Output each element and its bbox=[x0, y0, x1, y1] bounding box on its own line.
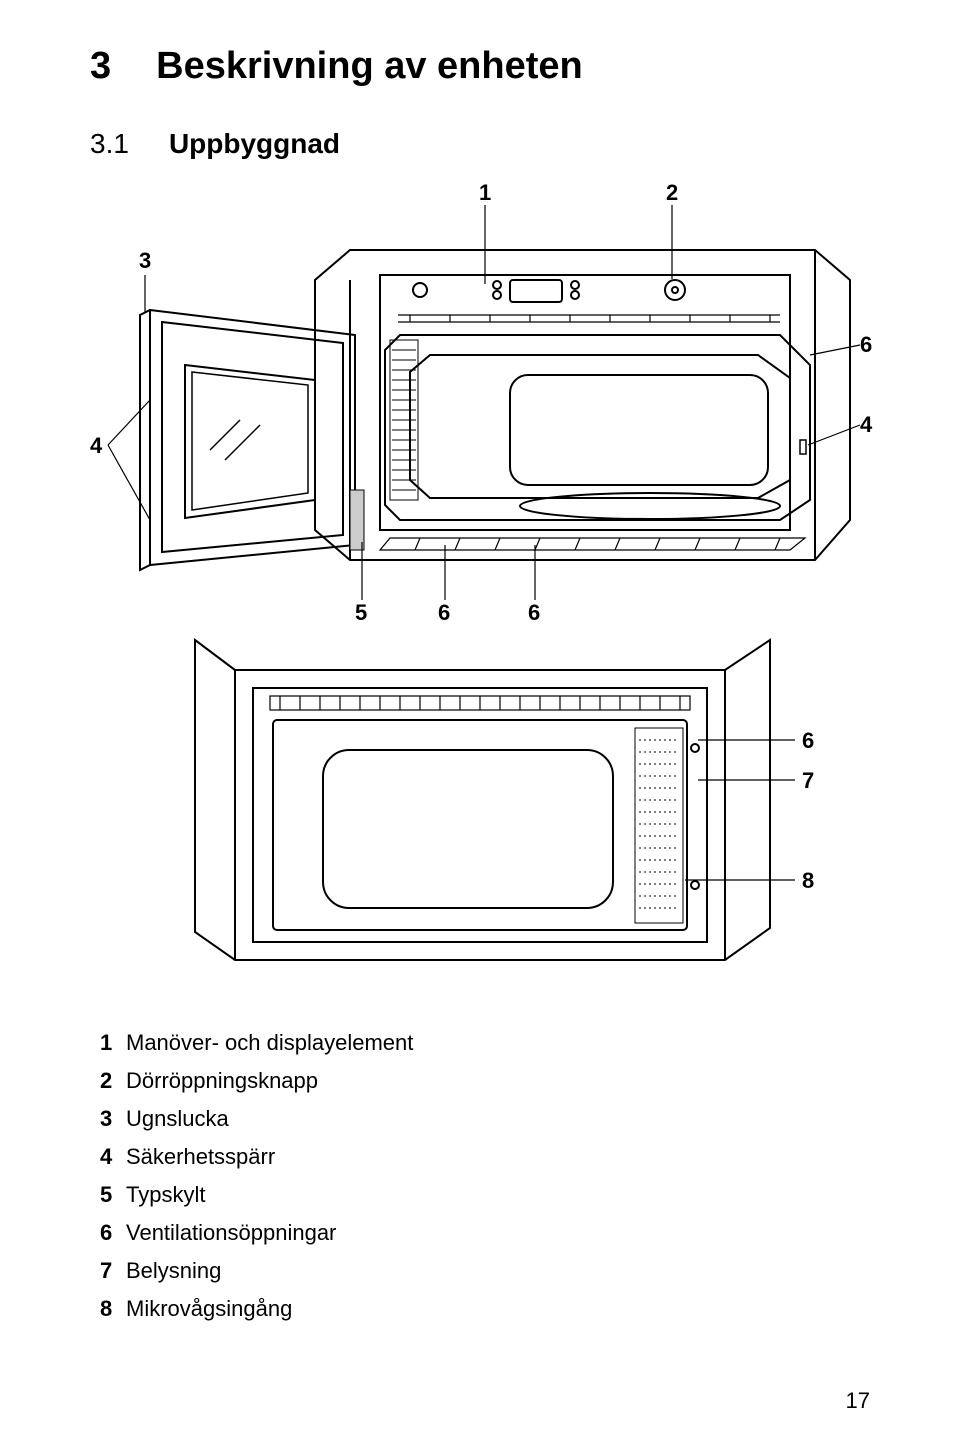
appliance-diagram: 1 2 3 4 4 6 5 6 6 6 7 8 bbox=[90, 180, 870, 1000]
heading-number: 3 bbox=[90, 45, 111, 88]
legend-num: 8 bbox=[100, 1296, 118, 1322]
legend-num: 1 bbox=[100, 1030, 118, 1056]
legend-item: 3 Ugnslucka bbox=[100, 1106, 870, 1132]
callout-6-right: 6 bbox=[860, 332, 872, 358]
page-number: 17 bbox=[846, 1388, 870, 1414]
legend-text: Belysning bbox=[126, 1258, 221, 1284]
legend-text: Manöver- och displayelement bbox=[126, 1030, 413, 1056]
legend-num: 3 bbox=[100, 1106, 118, 1132]
legend-text: Ugnslucka bbox=[126, 1106, 229, 1132]
callout-4-right: 4 bbox=[860, 412, 872, 438]
callout-2: 2 bbox=[666, 180, 678, 206]
legend-item: 2 Dörröppningsknapp bbox=[100, 1068, 870, 1094]
callout-6-d: 6 bbox=[802, 728, 814, 754]
callout-8: 8 bbox=[802, 868, 814, 894]
heading-title: Beskrivning av enheten bbox=[156, 45, 583, 88]
callout-6-b: 6 bbox=[528, 600, 540, 626]
legend-num: 5 bbox=[100, 1182, 118, 1208]
callout-5: 5 bbox=[355, 600, 367, 626]
legend-text: Ventilationsöppningar bbox=[126, 1220, 336, 1246]
legend-num: 7 bbox=[100, 1258, 118, 1284]
legend-num: 4 bbox=[100, 1144, 118, 1170]
legend-item: 4 Säkerhetsspärr bbox=[100, 1144, 870, 1170]
legend-item: 8 Mikrovågsingång bbox=[100, 1296, 870, 1322]
legend-text: Typskylt bbox=[126, 1182, 205, 1208]
legend-text: Mikrovågsingång bbox=[126, 1296, 292, 1322]
section-heading: 3 Beskrivning av enheten bbox=[90, 45, 870, 88]
legend-item: 6 Ventilationsöppningar bbox=[100, 1220, 870, 1246]
subsection-heading: 3.1 Uppbyggnad bbox=[90, 128, 870, 160]
legend-text: Dörröppningsknapp bbox=[126, 1068, 318, 1094]
legend-text: Säkerhetsspärr bbox=[126, 1144, 275, 1170]
callout-7: 7 bbox=[802, 768, 814, 794]
subheading-number: 3.1 bbox=[90, 128, 129, 160]
callout-1: 1 bbox=[479, 180, 491, 206]
legend-item: 7 Belysning bbox=[100, 1258, 870, 1284]
callout-6-a: 6 bbox=[438, 600, 450, 626]
subheading-title: Uppbyggnad bbox=[169, 128, 340, 160]
legend-num: 6 bbox=[100, 1220, 118, 1246]
callout-3: 3 bbox=[139, 248, 151, 274]
legend-item: 5 Typskylt bbox=[100, 1182, 870, 1208]
parts-legend: 1 Manöver- och displayelement 2 Dörröppn… bbox=[100, 1030, 870, 1322]
legend-num: 2 bbox=[100, 1068, 118, 1094]
callout-4-left: 4 bbox=[90, 433, 102, 459]
legend-item: 1 Manöver- och displayelement bbox=[100, 1030, 870, 1056]
